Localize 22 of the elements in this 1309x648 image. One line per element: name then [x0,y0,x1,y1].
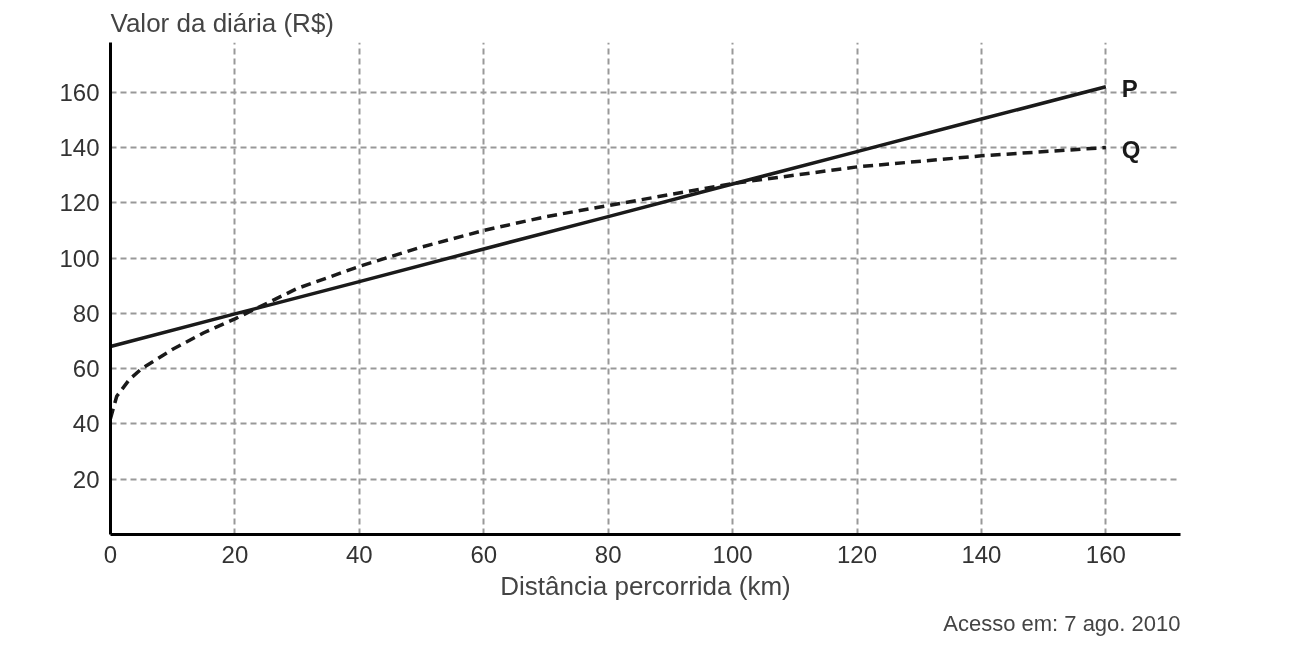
x-tick-label: 140 [961,540,1002,568]
y-tick-label: 40 [72,410,100,438]
y-tick-label: 20 [72,465,100,493]
x-tick-label: 160 [1085,540,1126,568]
x-tick-label: 20 [221,540,249,568]
y-tick-label: 80 [72,299,100,327]
x-tick-label: 40 [345,540,373,568]
y-tick-label: 160 [59,78,100,106]
y-tick-label: 120 [59,189,100,217]
series-label: Q [1121,136,1141,164]
y-tick-label: 60 [72,355,100,383]
y-tick-label: 140 [59,134,100,162]
y-tick-label: 100 [59,244,100,272]
x-tick-label: 120 [836,540,878,568]
y-axis-title: Valor da diária (R$) [110,7,335,38]
text: Acesso em: 7 ago. 2010 [943,610,1181,636]
x-tick-label: 60 [470,540,498,568]
series-label: P [1121,75,1138,103]
x-tick-label: 100 [712,540,753,568]
x-axis-title: Distância percorrida (km) [500,570,791,601]
x-tick-label: 0 [103,540,118,568]
x-tick-label: 80 [594,540,622,568]
